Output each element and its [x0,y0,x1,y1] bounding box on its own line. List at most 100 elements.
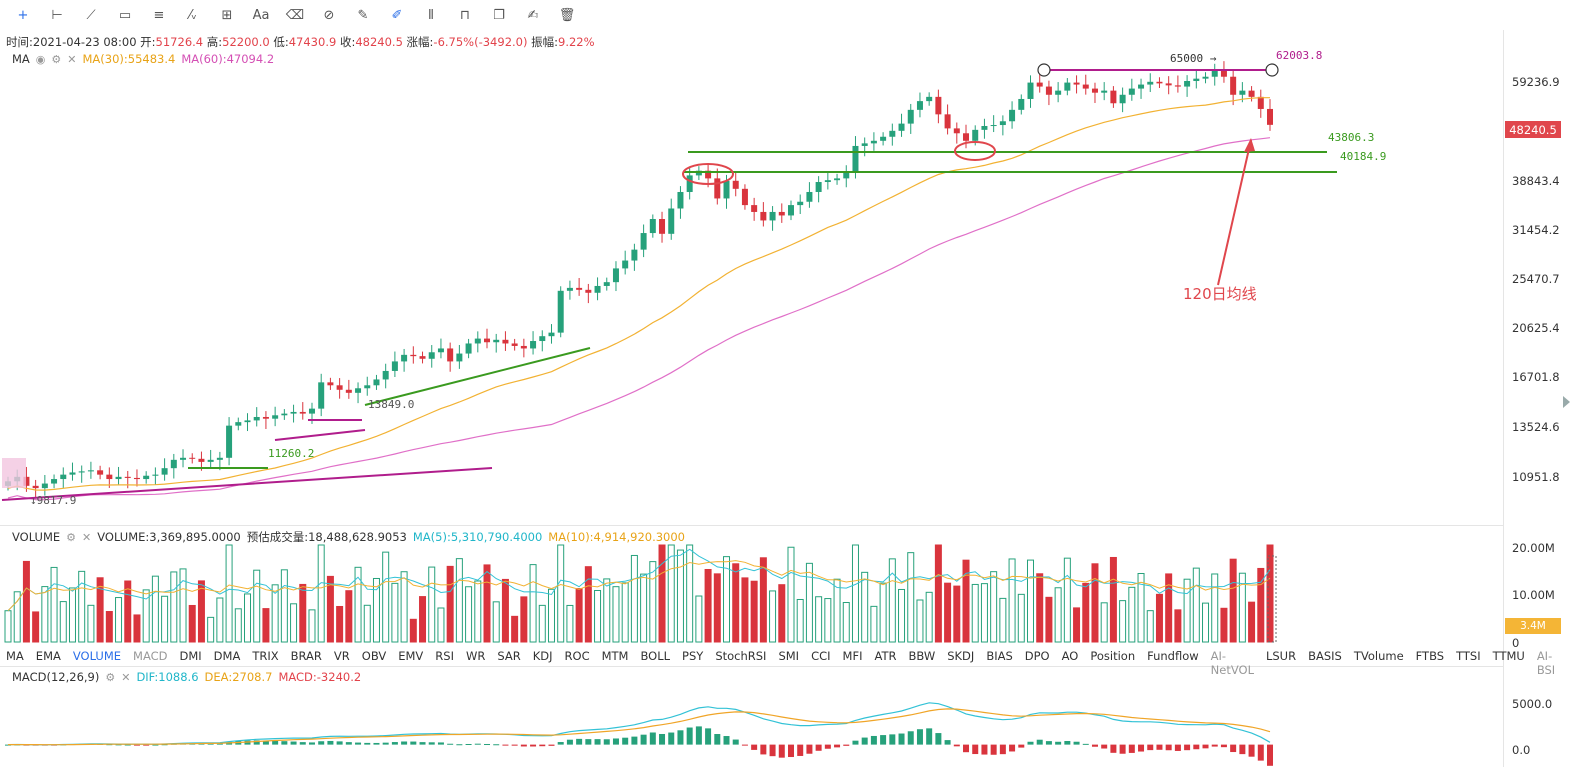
indicator-tab-ftbs[interactable]: FTBS [1415,649,1445,663]
indicator-tab-tvolume[interactable]: TVolume [1353,649,1404,663]
volume-bar [934,544,942,643]
eye-icon[interactable]: ◉ [35,52,46,66]
indicator-tab-roc[interactable]: ROC [564,649,590,663]
candle-body [751,205,758,212]
indicator-tab-ema[interactable]: EMA [35,649,61,663]
indicator-tab-cci[interactable]: CCI [811,649,831,663]
indicator-tab-vr[interactable]: VR [333,649,350,663]
indicator-tab-psy[interactable]: PSY [682,649,704,663]
volume-bar [1192,567,1200,643]
indicator-tab-stochrsi[interactable]: StochRSI [715,649,767,663]
indicator-tab-skdj[interactable]: SKDJ [947,649,975,663]
wave-tool[interactable]: ⁄ᵥ [189,7,197,23]
close-icon[interactable]: ✕ [121,670,131,684]
drawing-toolbar: + ⊢ ⟋ ▭ ≡ ⁄ᵥ ⊞ Aa ⌫ ⊘ ✎ ✐ ⫴ ⊓ ❐ ✍ 🗑 [0,0,1591,30]
indicator-tab-obv[interactable]: OBV [361,649,387,663]
indicator-tab-boll[interactable]: BOLL [640,649,671,663]
gear-icon[interactable]: ⚙ [51,52,62,66]
measure-tool[interactable]: ⊞ [221,7,233,23]
bar-chart-tool[interactable]: ⫴ [428,7,434,23]
candle-body [1267,108,1273,125]
close-icon[interactable]: ✕ [67,52,77,66]
indicator-tab-rsi[interactable]: RSI [435,649,454,663]
indicator-tab-lsur[interactable]: LSUR [1265,649,1297,663]
indicator-tab-ma[interactable]: MA [6,649,24,663]
edit-tool[interactable]: ✍ [527,7,539,23]
volume-bar [428,566,436,643]
volume-bar [944,582,952,643]
gear-icon[interactable]: ⚙ [105,670,116,684]
indicator-tab-ttsi[interactable]: TTSI [1456,649,1481,663]
macd-hist-bar [751,744,758,750]
candle-body [502,339,509,344]
indicator-tab-sar[interactable]: SAR [497,649,521,663]
volume-bar [59,601,67,643]
rectangle-tool[interactable]: ▭ [118,7,132,23]
indicator-tab-dpo[interactable]: DPO [1024,649,1050,663]
indicator-tab-ao[interactable]: AO [1061,649,1079,663]
gear-icon[interactable]: ⚙ [66,530,77,544]
macd-hist-value: MACD:-3240.2 [278,670,362,684]
macd-hist-bar [428,742,435,745]
indicator-tab-ai-netvol[interactable]: AI-NetVOL [1210,649,1254,677]
indicator-tab-bbw[interactable]: BBW [908,649,936,663]
indicator-tab-emv[interactable]: EMV [398,649,424,663]
indicator-tab-ttmu[interactable]: TTMU [1492,649,1525,663]
macd-hist-bar [401,741,408,745]
volume-bar [971,583,979,643]
indicator-tab-dmi[interactable]: DMI [179,649,202,663]
pen-tool[interactable]: ✐ [391,7,403,23]
text-tool[interactable]: Aa [252,7,270,23]
indicator-tab-brar[interactable]: BRAR [290,649,322,663]
close-value: 48240.5 [355,35,403,49]
ma120-label: 120日均线 [1183,285,1257,303]
macd-hist-bar [649,732,656,745]
indicator-tab-ai-bsi[interactable]: AI-BSI [1536,649,1556,677]
volume-bar [1128,586,1136,643]
horizontal-line-tool[interactable]: ⊢ [51,7,63,23]
indicator-tab-atr[interactable]: ATR [874,649,897,663]
macd-hist-bar [797,744,804,756]
indicator-tab-trix[interactable]: TRIX [252,649,279,663]
copy-tool[interactable]: ❐ [493,7,505,23]
indicator-tab-bias[interactable]: BIAS [986,649,1013,663]
label-62003: 62003.8 [1276,49,1322,62]
ruler-tool[interactable]: ✎ [357,7,369,23]
price-tick: 16701.8 [1512,370,1560,384]
volume-bar [861,571,869,643]
volume-bar [741,577,749,643]
candle-body [990,125,997,127]
delete-tool[interactable]: 🗑 [558,7,576,23]
eraser-tool[interactable]: ⌫ [285,7,305,23]
macd-hist-bar [281,741,288,745]
close-icon[interactable]: ✕ [82,530,92,544]
candle-body [1239,90,1246,95]
candle-body [133,477,140,480]
candle-body [382,370,389,380]
indicator-tab-smi[interactable]: SMI [778,649,800,663]
indicator-tab-fundflow[interactable]: Fundflow [1147,649,1199,663]
ma30-value: MA(30):55483.4 [82,52,176,66]
indicator-tab-mtm[interactable]: MTM [601,649,629,663]
candle-body [1082,84,1089,89]
trend-line-tool[interactable]: ⟋ [86,7,96,23]
volume-value: VOLUME:3,369,895.0000 [97,530,241,544]
candle-body [944,114,951,129]
indicator-tab-basis[interactable]: BASIS [1308,649,1342,663]
crosshair-tool[interactable]: + [17,7,29,23]
parallel-lines-tool[interactable]: ≡ [153,7,165,23]
indicator-tab-dma[interactable]: DMA [213,649,241,663]
indicator-tab-wr[interactable]: WR [465,649,486,663]
volume-bar [87,604,95,643]
candle-body [253,416,260,421]
magnet-tool[interactable]: ⊘ [323,7,335,23]
amplitude-label: 振幅: [531,35,558,49]
indicator-tab-mfi[interactable]: MFI [842,649,863,663]
macd-hist-bar [1257,744,1264,761]
expand-arrow-icon[interactable] [1563,396,1570,408]
indicator-tab-macd[interactable]: MACD [133,649,168,663]
indicator-tab-volume[interactable]: VOLUME [72,649,122,663]
lock-tool[interactable]: ⊓ [459,7,471,23]
indicator-tab-kdj[interactable]: KDJ [532,649,553,663]
indicator-tab-position[interactable]: Position [1090,649,1136,663]
